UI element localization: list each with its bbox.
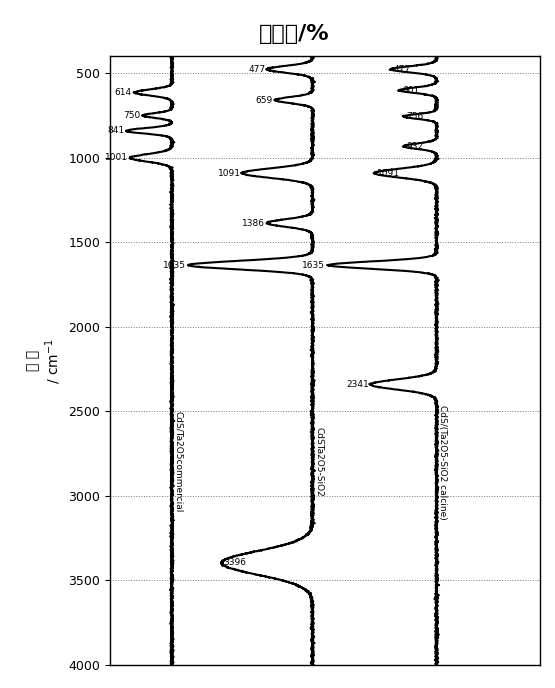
Text: CdS/(Ta2O5-SiO2 calcine): CdS/(Ta2O5-SiO2 calcine) — [438, 405, 447, 519]
Text: CdS/Ta2O5commercial: CdS/Ta2O5commercial — [174, 411, 183, 513]
Text: 1635: 1635 — [163, 261, 186, 270]
Text: 614: 614 — [114, 88, 132, 97]
Text: 841: 841 — [107, 127, 124, 136]
Text: CdSTa2O5-SiO2: CdSTa2O5-SiO2 — [314, 427, 323, 497]
Text: 透光率/%: 透光率/% — [259, 24, 330, 44]
Text: 1091: 1091 — [218, 169, 241, 178]
Text: 1001: 1001 — [105, 153, 128, 162]
Text: 750: 750 — [123, 111, 140, 120]
Text: 1635: 1635 — [302, 261, 325, 270]
Text: 477: 477 — [249, 65, 266, 74]
Text: 3396: 3396 — [223, 559, 246, 568]
Text: 477: 477 — [393, 65, 410, 74]
Text: 2341: 2341 — [346, 380, 369, 389]
Y-axis label: 波 数
/ cm$^{-1}$: 波 数 / cm$^{-1}$ — [26, 338, 63, 383]
Text: 1091: 1091 — [377, 169, 400, 178]
Text: 601: 601 — [402, 86, 420, 95]
Text: 756: 756 — [406, 112, 423, 121]
Text: 1386: 1386 — [241, 219, 265, 228]
Text: 932: 932 — [406, 142, 423, 151]
Text: 659: 659 — [255, 96, 273, 105]
